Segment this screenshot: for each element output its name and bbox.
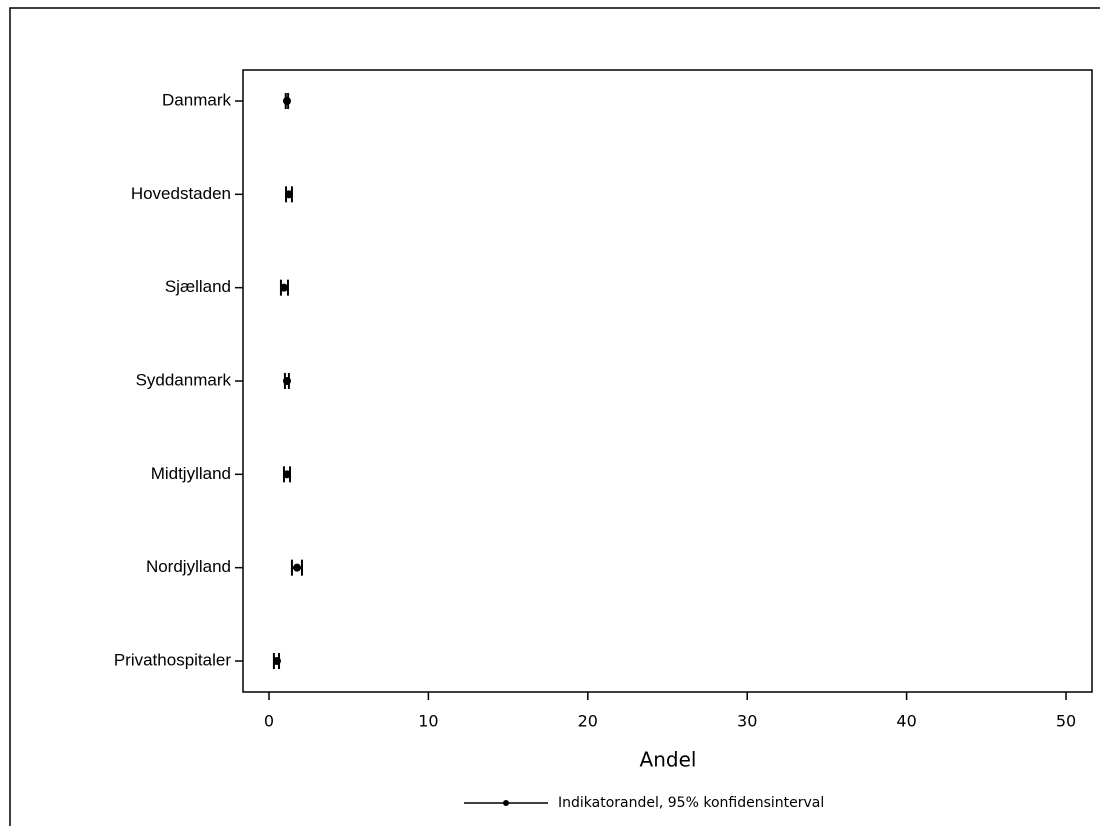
y-tick-label: Sjælland [165,277,231,296]
y-tick-label: Midtjylland [151,464,231,483]
point [282,377,291,385]
x-axis-label: Andel [640,748,697,772]
x-tick-label: 30 [737,712,757,731]
x-tick-label: 40 [896,712,916,731]
x-tick-label: 0 [264,712,274,731]
point [272,657,281,665]
point [284,190,293,199]
legend-label: Indikatorandel, 95% konfidensinterval [558,795,824,811]
x-tick-label: 20 [578,712,598,731]
y-tick-label: Danmark [162,90,231,109]
x-tick-label: 10 [418,712,438,731]
point [282,97,291,105]
point [293,563,302,572]
frame [9,7,1100,826]
legend-marker [503,800,509,806]
x-tick-label: 50 [1056,712,1076,731]
y-tick-label: Syddanmark [136,370,232,389]
point [282,470,291,479]
y-tick-label: Hovedstaden [131,184,231,203]
point [279,283,288,292]
y-tick-label: Privathospitaler [114,650,232,669]
y-tick-label: Nordjylland [146,557,231,576]
